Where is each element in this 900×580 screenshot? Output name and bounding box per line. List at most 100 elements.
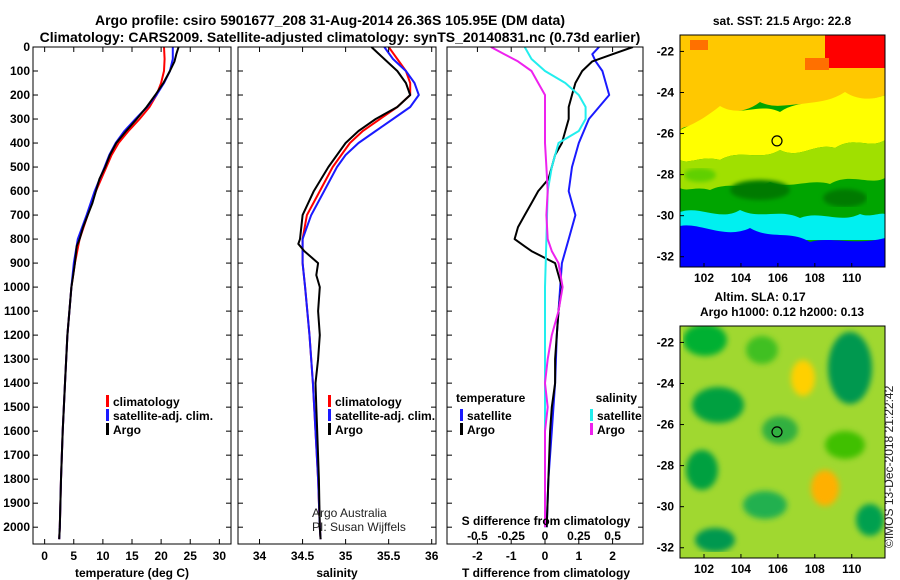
sst-map-frame: [679, 34, 886, 268]
depth-tick-label: 600: [10, 184, 30, 198]
sst-band-lime: [680, 140, 885, 190]
depth-tick-label: 2000: [3, 520, 30, 534]
temperature-panel: 0 5 10 15 20 25 300100200300400500600700800900…: [3, 40, 232, 580]
sla-patch-8: [686, 450, 718, 490]
salinity-legend-swatch-black: [328, 423, 331, 435]
salinity-frame: [237, 46, 437, 545]
temperature-legend-swatch-black: [106, 423, 109, 435]
sla-map-title-1: Altim. SLA: 0.17: [714, 290, 806, 304]
depth-tick-label: 1800: [3, 472, 30, 486]
sst-map-title: sat. SST: 21.5 Argo: 22.8: [713, 14, 852, 28]
sla-patch-1: [683, 326, 727, 356]
sst-patch-2: [823, 189, 867, 207]
difference-legend-swatch-blue: [460, 409, 463, 421]
temperature-legend-swatch-red: [106, 395, 109, 407]
temperature-line-blue: [58, 47, 174, 540]
sst-warm-red: [825, 35, 885, 68]
salinity-legend-swatch-red: [328, 395, 331, 407]
temperature-legend-label: satellite-adj. clim.: [113, 409, 213, 423]
difference-line-black: [513, 47, 634, 528]
sst_map-ytick-label: -26: [657, 127, 675, 141]
salinity-xtick-label: 35: [339, 549, 353, 563]
sst_map-xtick-label: 110: [842, 271, 862, 285]
temperature-xtick-label: 0: [41, 549, 48, 563]
sst-warm-orange: [805, 58, 829, 70]
salinity-xlabel: salinity: [316, 566, 358, 580]
depth-tick-label: 700: [10, 208, 30, 222]
salinity-xtick-label: 34: [253, 549, 267, 563]
salinity-line-blue: [301, 47, 420, 540]
sla_map-ytick-label: -32: [657, 541, 675, 555]
sla-patch-12: [695, 528, 735, 552]
difference-legend-swatch-magenta: [590, 423, 593, 435]
sla-map-frame: [679, 325, 886, 559]
credit-pi: PI: Susan Wijffels: [312, 520, 406, 534]
depth-tick-label: 1300: [3, 352, 30, 366]
sla_map-ytick-label: -24: [657, 376, 675, 390]
sla-patch-6: [762, 416, 798, 444]
difference-legend-label: satellite: [467, 409, 512, 423]
difference-panel: -2 -1 0 1 2 -0.5 -0.25 0 0.25 0.5 S difference fr…: [446, 46, 644, 580]
temperature-xlabel: temperature (deg C): [75, 566, 189, 580]
sla-argo-position-marker: [771, 426, 783, 438]
title-line-1: Argo profile: csiro 5901677_208 31-Aug-2…: [95, 12, 565, 28]
salinity-legend-label: satellite-adj. clim.: [335, 409, 435, 423]
difference-legend-temperature-title: temperature: [456, 391, 526, 405]
sla_map-ytick-label: -30: [657, 500, 675, 514]
difference-legend-label: satellite: [597, 409, 642, 423]
sst_map-xtick-label: 104: [731, 271, 751, 285]
depth-tick-label: 1100: [4, 304, 30, 318]
salinity-legend-label: Argo: [335, 423, 363, 437]
sst-orange-patch: [690, 40, 708, 50]
title-line-2: Climatology: CARS2009. Satellite-adjuste…: [40, 29, 641, 45]
depth-tick-label: 1700: [3, 448, 30, 462]
sla-patch-2: [746, 336, 778, 364]
depth-tick-label: 300: [10, 112, 30, 126]
sst_map-ytick-label: -32: [657, 250, 675, 264]
sla_map-ytick-label: -22: [657, 335, 675, 349]
timestamp-stamp: ©IMOS 13-Dec-2018 21:22:42: [882, 385, 896, 548]
depth-tick-label: 1900: [3, 496, 30, 510]
difference-x2tick-label: -0.25: [498, 529, 526, 543]
temperature-xtick-label: 30: [213, 549, 227, 563]
sla_map-ytick-label: -26: [657, 418, 675, 432]
temperature-legend-label: climatology: [113, 395, 180, 409]
temperature-xtick-label: 10: [96, 549, 110, 563]
difference-legend-label: Argo: [467, 423, 495, 437]
depth-tick-label: 1500: [3, 400, 30, 414]
difference-x2tick-label: 0: [542, 529, 549, 543]
sla-patch-11: [856, 504, 884, 536]
salinity-xtick-label: 36: [425, 549, 439, 563]
difference-xlabel: T difference from climatology: [462, 566, 630, 580]
sst-map-panel: sat. SST: 21.5 Argo: 22.8 102 104 106 108 11…: [657, 14, 886, 285]
sst_map-ytick-label: -22: [657, 44, 675, 58]
depth-tick-label: 800: [10, 232, 30, 246]
difference-x2label: S difference from climatology: [462, 514, 631, 528]
difference-line-cyan: [523, 47, 587, 528]
sla-map-title-2: Argo h1000: 0.12 h2000: 0.13: [700, 305, 864, 319]
depth-tick-label: 1200: [3, 328, 30, 342]
depth-tick-label: 1000: [3, 280, 30, 294]
temperature-legend-swatch-blue: [106, 409, 109, 421]
temperature-xtick-label: 20: [154, 549, 168, 563]
temperature-line-red: [58, 47, 166, 540]
sst_map-ytick-label: -30: [657, 209, 675, 223]
sla-patch-10: [743, 491, 787, 519]
sst-band-yellow: [680, 92, 885, 162]
temperature-xtick-label: 25: [184, 549, 198, 563]
depth-tick-label: 100: [10, 64, 30, 78]
sla-patch-4: [791, 360, 815, 396]
depth-tick-label: 400: [10, 136, 30, 150]
salinity-legend-label: climatology: [335, 395, 402, 409]
difference-line-magenta: [490, 47, 564, 528]
sst_map-xtick-label: 102: [694, 271, 714, 285]
depth-tick-label: 1600: [3, 424, 30, 438]
difference-xtick-label: 1: [575, 549, 582, 563]
sla_map-xtick-label: 106: [768, 562, 788, 576]
salinity-legend-swatch-blue: [328, 409, 331, 421]
depth-tick-label: 900: [10, 256, 30, 270]
difference-legend-swatch-black: [460, 423, 463, 435]
sla-patch-5: [692, 387, 744, 423]
difference-x2tick-label: 0.25: [567, 529, 591, 543]
sst_map-xtick-label: 108: [805, 271, 825, 285]
